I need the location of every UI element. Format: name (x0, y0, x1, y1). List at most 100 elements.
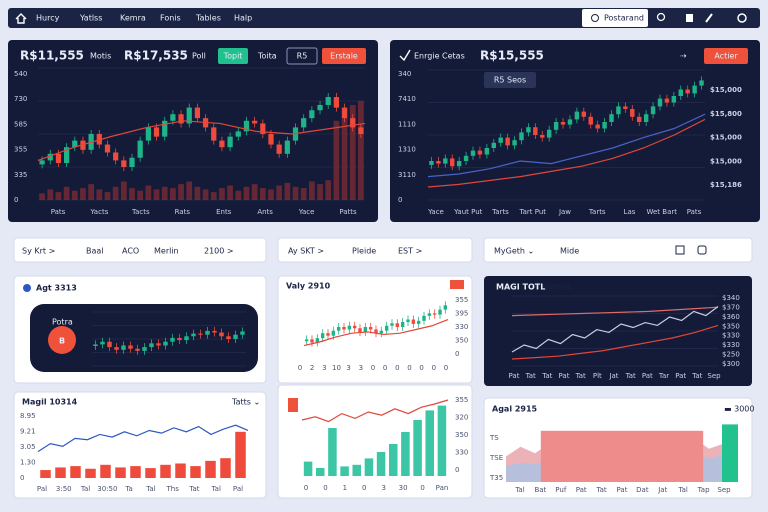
candle (347, 325, 352, 330)
axis-label: Tat (691, 372, 702, 380)
axis-label: Tal (514, 486, 524, 494)
panel (390, 40, 760, 222)
nav-item[interactable]: Hurcy (36, 14, 60, 23)
axis-label: 350 (455, 431, 468, 439)
icon (23, 284, 31, 292)
filter[interactable]: Ay SKT > (288, 247, 324, 256)
filter[interactable]: MyGeth ⌄ (494, 247, 534, 256)
button-label[interactable]: Erstale (330, 52, 358, 61)
button[interactable] (218, 48, 248, 64)
candle (333, 97, 340, 108)
search-icon[interactable] (656, 12, 666, 22)
nav-item[interactable]: Halp (234, 14, 252, 23)
candle (422, 315, 426, 321)
axis-label: 1 (343, 484, 347, 492)
home-icon[interactable] (15, 13, 27, 24)
candle (212, 330, 217, 333)
axis-label: $360 (722, 313, 740, 321)
button-label[interactable]: Topit (223, 52, 243, 61)
nav-item[interactable]: Tables (195, 14, 221, 23)
candle (121, 345, 126, 350)
axis-label: 3 (381, 484, 385, 492)
candle (107, 341, 112, 348)
axis-label: 395 (455, 310, 468, 318)
line (301, 399, 449, 423)
button-label[interactable]: R5 (297, 52, 308, 61)
bar (175, 463, 186, 478)
bar (220, 458, 231, 478)
candle (325, 97, 331, 105)
candle (438, 309, 442, 315)
button[interactable] (704, 48, 748, 64)
candle (170, 114, 176, 121)
icon[interactable] (705, 13, 713, 23)
icon[interactable] (686, 14, 693, 22)
button-label[interactable]: Actier (714, 52, 738, 61)
axis-label: 10 (332, 364, 341, 372)
icon[interactable] (675, 245, 685, 255)
axis-label: Pats (51, 208, 66, 216)
icon[interactable] (697, 245, 707, 255)
axis-label: Pats (687, 208, 702, 216)
candle (671, 96, 677, 103)
tag-label: R5 Seos (494, 76, 526, 85)
candle (129, 157, 135, 167)
candle (519, 132, 524, 141)
tag (288, 398, 298, 412)
label: Poll (192, 52, 206, 61)
candle (342, 327, 346, 330)
axis-label: 0 (371, 364, 375, 372)
filter[interactable]: ACO (122, 247, 139, 256)
candle (368, 327, 373, 330)
axis-label: 1.30 (20, 459, 36, 467)
candle (162, 120, 168, 137)
candle (100, 341, 105, 345)
bar (39, 193, 45, 200)
axis-label: Tal (80, 485, 90, 493)
bar (47, 189, 54, 200)
candle (301, 118, 307, 128)
axis-label: Pat (509, 372, 520, 380)
label: ▬ 3000 (724, 405, 754, 414)
filter[interactable]: Merlin (154, 247, 179, 256)
line (303, 319, 449, 347)
candle (505, 137, 510, 146)
candle (443, 158, 448, 164)
axis-label: 350 (455, 337, 468, 345)
search-box[interactable] (582, 9, 648, 27)
bar (100, 464, 111, 478)
candle (358, 127, 364, 134)
candle (304, 339, 309, 342)
filter[interactable]: 2100 > (204, 247, 234, 256)
axis-label: $15,000 (710, 86, 742, 94)
candle (163, 341, 168, 346)
bar (129, 188, 135, 200)
candle (341, 107, 348, 119)
bar (210, 192, 217, 200)
bar (268, 189, 274, 200)
nav-item[interactable]: Kemra (120, 14, 146, 23)
card (13, 391, 267, 499)
button[interactable] (286, 47, 318, 65)
coin-icon (48, 326, 76, 354)
nav-item[interactable]: Fonis (160, 14, 181, 23)
bar (341, 107, 348, 200)
nav-item[interactable]: Yatlss (79, 14, 102, 23)
candle (352, 325, 357, 329)
axis-label: Yaut Put (453, 208, 483, 216)
filter[interactable]: Baal (86, 247, 104, 256)
bar (205, 460, 216, 478)
filter[interactable]: EST > (398, 247, 422, 256)
filter-bar (483, 237, 753, 263)
filter[interactable]: Pleide (352, 247, 376, 256)
card-title: Magil 10314 (22, 398, 78, 407)
bar (112, 186, 119, 200)
bar (178, 184, 184, 200)
filter[interactable]: Mide (560, 247, 579, 256)
axis-label: Tat (625, 372, 636, 380)
bar (292, 186, 299, 200)
axis-label: 7410 (398, 95, 416, 103)
filter[interactable]: Sy Krt > (22, 247, 55, 256)
button[interactable] (322, 48, 366, 64)
settings-icon[interactable] (737, 13, 747, 23)
